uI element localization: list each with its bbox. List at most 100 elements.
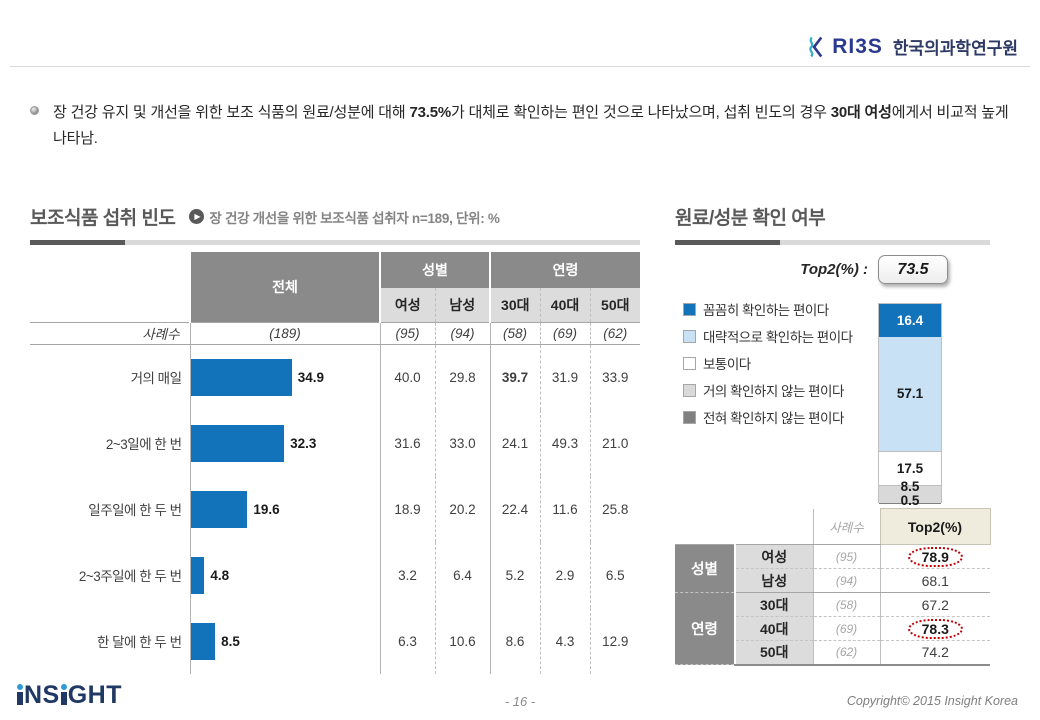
dna-k-icon (809, 36, 823, 57)
base-size-row: 사례수 (189) (95) (94) (58) (69) (62) (30, 321, 641, 345)
bar-once-twice-a-week (190, 490, 248, 528)
row-category: 남성 (734, 568, 813, 593)
cell-value: 5.2 (489, 542, 541, 608)
legend-label: 전혀 확인하지 않는 편이다 (703, 411, 844, 426)
segment-never (879, 502, 941, 504)
cell-value: 49.3 (539, 410, 591, 476)
base-female: (95) (379, 321, 435, 345)
summary-highlight-top2: 73.5% (409, 104, 451, 121)
col-header-50s: 50대 (589, 288, 641, 322)
row-base: (94) (812, 568, 880, 593)
legend-item: 보통이다 (683, 353, 853, 373)
row-base: (95) (812, 544, 880, 569)
summary-seg: 에게서 비교적 높게 나타남. (53, 104, 1009, 147)
cell-value: 4.3 (539, 608, 591, 674)
row-label: 일주일에 한 두 번 (88, 503, 182, 518)
bar-value-label: 34.9 (297, 369, 324, 385)
top2-summary: Top2(%) : 73.5 (800, 255, 948, 284)
cell-value: 10.6 (434, 608, 491, 674)
group-age: 연령 (675, 592, 735, 665)
row-label: 2~3주일에 한 두 번 (78, 569, 182, 584)
frequency-table: 전체 성별 연령 여성 남성 30대 40대 50대 사례수 (189) (95… (30, 252, 641, 674)
row-top2: 78.9 (879, 544, 990, 569)
table-row: 성별 여성 (95) 78.9 (675, 544, 990, 593)
cell-value: 3.2 (379, 542, 435, 608)
col-header-female: 여성 (379, 288, 435, 322)
header-divider (10, 66, 1030, 67)
segment-value: 16.4 (896, 312, 924, 328)
case-count-header: 사례수 (812, 508, 880, 545)
logo-i-icon (60, 684, 68, 706)
header-empty-cell (30, 252, 190, 322)
intake-frequency-section: 보조식품 섭취 빈도 ▶ 장 건강 개선을 위한 보조식품 섭취자 n=189,… (30, 203, 641, 674)
bar-every-2-3-days (190, 424, 285, 462)
table-row: 40대 (69) 78.3 (675, 616, 990, 641)
left-section-title: 보조식품 섭취 빈도 (30, 208, 176, 229)
col-header-total: 전체 (189, 252, 380, 322)
bar-once-twice-per-2-3-weeks (190, 556, 205, 594)
legend-label: 거의 확인하지 않는 편이다 (703, 384, 844, 399)
play-icon: ▶ (189, 209, 205, 224)
row-label: 거의 매일 (130, 371, 182, 387)
segment-value-never: 0.5 (900, 493, 920, 508)
cell-value: 40.0 (379, 344, 435, 410)
segment-roughly: 57.1 (879, 336, 941, 451)
summary-highlight-demo: 30대 여성 (830, 104, 892, 121)
row-top2: 74.2 (879, 640, 990, 666)
bar-value-label: 19.6 (253, 501, 280, 517)
row-category: 30대 (734, 592, 813, 617)
summary-bullet: 장 건강 유지 및 개선을 위한 보조 식품의 원료/성분에 대해 73.5%가… (30, 100, 1015, 152)
bar-once-twice-a-month (190, 622, 216, 660)
row-top2: 68.1 (879, 568, 990, 593)
bullet-icon (30, 106, 39, 115)
top2-breakdown-table: 사례수 Top2(%) 성별 여성 (95) 78.9 남성 (94) 68.1… (675, 508, 991, 666)
segment-value-rarely: 8.5 (900, 479, 920, 494)
cell-value: 29.8 (434, 344, 491, 410)
kribs-org-name: 한국의과학연구원 (892, 39, 1018, 58)
bar-value-label: 4.8 (210, 567, 230, 583)
cell-value-highlight: 39.7 (489, 344, 541, 410)
left-section-subtitle: ▶ 장 건강 개선을 위한 보조식품 섭취자 n=189, 단위: % (189, 207, 500, 227)
cell-value: 6.4 (434, 542, 491, 608)
row-base: (62) (812, 640, 880, 666)
row-category: 40대 (734, 616, 813, 641)
col-header-40s: 40대 (539, 288, 591, 322)
cell-value: 25.8 (589, 476, 641, 542)
highlighted-value: 78.9 (907, 546, 963, 567)
table-row: 2~3일에 한 번 32.3 31.6 33.0 24.1 49.3 21.0 (30, 410, 641, 476)
top2-value-box: 73.5 (878, 255, 948, 284)
cell-value: 2.9 (539, 542, 591, 608)
base-40s: (69) (539, 321, 591, 345)
bar-value-label: 8.5 (221, 633, 240, 649)
group-gender: 성별 (675, 544, 735, 593)
legend-item: 전혀 확인하지 않는 편이다 (683, 407, 853, 427)
top2-label: Top2(%) : (800, 261, 868, 278)
segment-rarely (879, 485, 941, 503)
logo-text: NS (24, 681, 60, 709)
segment-thorough: 16.4 (879, 304, 941, 337)
logo-text: GHT (67, 681, 123, 709)
cell-value: 33.9 (589, 344, 641, 410)
legend-label: 보통이다 (703, 357, 751, 372)
legend-label: 꼼꼼히 확인하는 편이다 (703, 303, 829, 318)
base-50s: (62) (589, 321, 641, 345)
table-row: 일주일에 한 두 번 19.6 18.9 20.2 22.4 11.6 25.8 (30, 476, 641, 542)
kribs-logo: RI3S 한국의과학연구원 (807, 34, 1018, 59)
table-row: 연령 30대 (58) 67.2 (675, 592, 990, 665)
page-number: - 16 - (504, 694, 536, 709)
row-base: (69) (812, 616, 880, 641)
table-row: 한 달에 한 두 번 8.5 6.3 10.6 8.6 4.3 12.9 (30, 608, 641, 674)
cell-value: 31.9 (539, 344, 591, 410)
row-label: 한 달에 한 두 번 (96, 635, 182, 650)
summary-text: 장 건강 유지 및 개선을 위한 보조 식품의 원료/성분에 대해 73.5%가… (53, 100, 1015, 152)
insight-logo: NS GHT (16, 681, 123, 709)
col-header-gender: 성별 (378, 252, 491, 288)
stack-legend: 꼼꼼히 확인하는 편이다 대략적으로 확인하는 편이다 보통이다 거의 확인하지… (683, 299, 853, 427)
legend-swatch-roughly (683, 329, 696, 343)
legend-item: 거의 확인하지 않는 편이다 (683, 380, 853, 400)
left-subtitle-text: 장 건강 개선을 위한 보조식품 섭취자 n=189, 단위: % (209, 210, 500, 226)
segment-value: 17.5 (896, 460, 924, 476)
kribs-brand-text: RI3S (832, 34, 883, 58)
highlighted-value: 78.3 (907, 618, 963, 639)
